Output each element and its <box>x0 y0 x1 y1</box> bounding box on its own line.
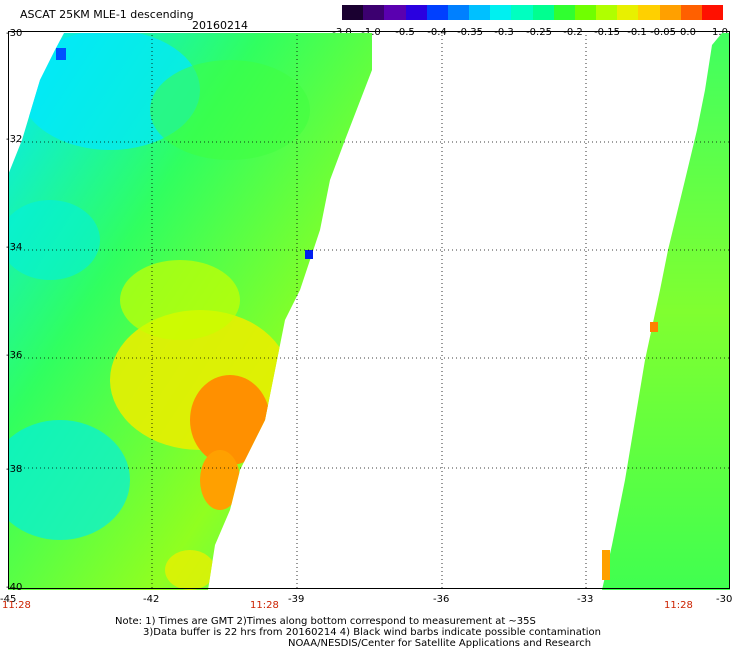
colorbar-label: -0.5 <box>395 27 415 38</box>
colorbar-segment <box>659 5 681 20</box>
colorbar-label: 1.0 <box>712 27 728 38</box>
colorbar-label: -0.35 <box>457 27 483 38</box>
colorbar-gradient <box>342 5 724 20</box>
colorbar-label: 0.0 <box>680 27 696 38</box>
lat-labels: -30 -32 -34 -36 -38 -40 <box>6 28 22 593</box>
colorbar-label: -0.25 <box>526 27 552 38</box>
colorbar-segment <box>701 5 724 20</box>
lat-label: -30 <box>6 28 22 39</box>
colorbar-label: -0.2 <box>563 27 583 38</box>
lon-label: -39 <box>288 594 304 605</box>
map-title: ASCAT 25KM MLE-1 descending <box>20 8 194 21</box>
colorbar-segment <box>426 5 448 20</box>
lon-label: -45 <box>0 594 16 605</box>
time-label: 11:28 <box>250 600 279 611</box>
colorbar-label: -0.15 <box>594 27 620 38</box>
lat-label: -40 <box>6 582 22 593</box>
colorbar: -3.0 -1.0 -0.5 -0.4 -0.35 -0.3 -0.25 -0.… <box>332 5 728 38</box>
footer-note-3: NOAA/NESDIS/Center for Satellite Applica… <box>288 638 592 649</box>
colorbar-segment <box>447 5 470 20</box>
colorbar-label: -0.4 <box>427 27 447 38</box>
colorbar-segment <box>638 5 660 20</box>
time-labels: 11:28 11:28 11:28 <box>2 600 693 611</box>
colorbar-segment <box>469 5 491 20</box>
colorbar-segment <box>342 5 364 20</box>
lon-label: -36 <box>433 594 449 605</box>
colorbar-segment <box>574 5 597 20</box>
colorbar-segment <box>532 5 554 20</box>
colorbar-segment <box>405 5 427 20</box>
colorbar-label: -1.0 <box>361 27 381 38</box>
colorbar-segment <box>363 5 385 20</box>
colorbar-label: -3.0 <box>332 27 352 38</box>
colorbar-segment <box>617 5 639 20</box>
map-date: 20160214 <box>192 19 248 32</box>
lon-label: -42 <box>143 594 159 605</box>
colorbar-segment <box>596 5 618 20</box>
time-label: 11:28 <box>2 600 31 611</box>
colorbar-label: -0.3 <box>494 27 514 38</box>
colorbar-segment <box>511 5 533 20</box>
footer-note-2: 3)Data buffer is 22 hrs from 20160214 4)… <box>143 627 601 638</box>
east-swath <box>602 33 730 590</box>
colorbar-segment <box>490 5 512 20</box>
lon-labels: -45 -42 -39 -36 -33 -30 <box>0 594 732 605</box>
lat-label: -32 <box>6 134 22 145</box>
map-frame <box>8 31 730 589</box>
graticule <box>8 31 730 589</box>
lat-label: -38 <box>6 464 22 475</box>
west-swath <box>8 33 372 590</box>
lat-label: -34 <box>6 242 22 253</box>
colorbar-segment <box>384 5 406 20</box>
colorbar-segment <box>680 5 702 20</box>
colorbar-label: -0.1 <box>627 27 647 38</box>
time-label: 11:28 <box>664 600 693 611</box>
lon-label: -30 <box>716 594 732 605</box>
colorbar-label: -0.05 <box>650 27 676 38</box>
lat-label: -36 <box>6 350 22 361</box>
lon-label: -33 <box>577 594 593 605</box>
footer-note-1: Note: 1) Times are GMT 2)Times along bot… <box>115 616 536 627</box>
colorbar-segment <box>553 5 575 20</box>
